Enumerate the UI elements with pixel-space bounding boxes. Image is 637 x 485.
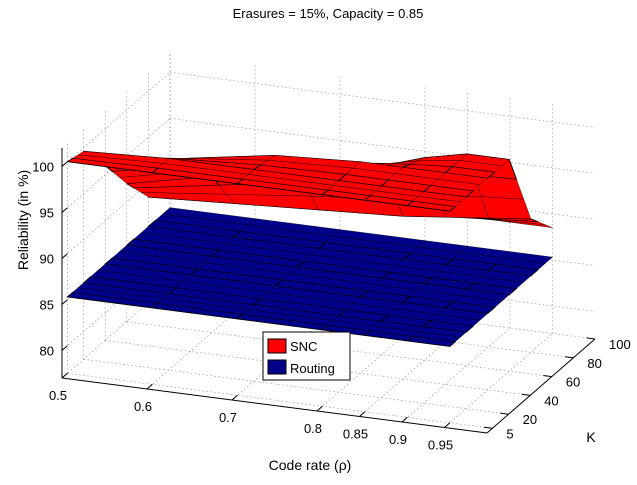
gridline-right-z xyxy=(169,256,596,312)
x-tick-label: 0.7 xyxy=(219,410,237,425)
surface-layer xyxy=(66,150,553,347)
z-tick-mark xyxy=(61,299,68,305)
x-tick-label: 0.85 xyxy=(343,427,368,442)
surface-patch-routing xyxy=(119,245,212,263)
legend: SNC Routing xyxy=(262,331,351,381)
z-tick-mark xyxy=(61,207,68,213)
x-axis-line xyxy=(61,377,488,434)
z-tick-label: 85 xyxy=(40,297,54,312)
legend-swatch-snc xyxy=(267,338,287,354)
chart-title: Erasures = 15%, Capacity = 0.85 xyxy=(233,6,424,21)
y-tick-mark xyxy=(500,412,509,415)
x-tick-mark xyxy=(401,416,408,423)
x-tick-mark xyxy=(444,422,451,428)
gridline-right-z xyxy=(169,72,596,128)
surface-patch-routing xyxy=(97,263,191,282)
z-tick-label: 100 xyxy=(32,159,54,174)
gridline-floor-y xyxy=(105,340,531,396)
y-tick-label: 5 xyxy=(506,426,513,441)
y-tick-label: 20 xyxy=(523,412,537,427)
x-axis-label: Code rate (ρ) xyxy=(269,457,352,473)
x-tick-label: 0.95 xyxy=(428,438,453,453)
legend-swatch-routing xyxy=(267,359,287,375)
y-tick-label: 80 xyxy=(587,356,601,371)
surface-patch-routing xyxy=(141,226,234,244)
z-axis-label: Reliability (in %) xyxy=(15,170,31,270)
z-tick-mark xyxy=(61,253,68,259)
legend-label-routing: Routing xyxy=(290,361,335,376)
z-tick-label: 95 xyxy=(40,205,54,220)
gridline-floor-y xyxy=(126,321,552,377)
surface-routing xyxy=(66,207,553,347)
y-tick-label: 40 xyxy=(544,393,558,408)
x-tick-label: 0.6 xyxy=(134,399,152,414)
y-tick-mark xyxy=(586,337,596,340)
y-tick-mark xyxy=(543,375,552,378)
surface-patch-routing xyxy=(162,207,256,226)
y-tick-mark xyxy=(564,356,574,359)
x-tick-mark xyxy=(146,383,153,390)
surface-snc xyxy=(66,150,553,228)
x-tick-label: 0.5 xyxy=(49,388,67,403)
surface-patch-snc xyxy=(141,192,234,204)
x-tick-mark xyxy=(231,394,238,401)
z-tick-label: 80 xyxy=(40,343,54,358)
gridline-floor-y xyxy=(67,373,493,429)
gridline-back-z xyxy=(61,72,171,167)
x-tick-mark xyxy=(359,411,366,417)
surface-patch-snc xyxy=(481,196,532,220)
surface-patch-snc xyxy=(78,151,169,164)
y-tick-label: 60 xyxy=(566,375,580,390)
tick-layer: 0.5 0.6 0.7 0.8 0.85 0.9 0.95 5 20 40 60 80 100 80 85 9… xyxy=(32,159,630,452)
x-tick-label: 0.8 xyxy=(304,421,322,436)
gridline-floor-y xyxy=(169,283,596,340)
gridline-right-z xyxy=(169,118,596,174)
y-axis-line xyxy=(486,338,596,434)
surface-patch-routing xyxy=(78,282,169,299)
x-tick-mark xyxy=(316,405,323,412)
surface-patch-snc xyxy=(226,194,319,210)
y-tick-mark xyxy=(521,393,531,396)
x-tick-label: 0.9 xyxy=(389,432,407,447)
y-axis-label: K xyxy=(586,429,596,445)
gridline-floor-y xyxy=(83,358,509,415)
y-tick-label: 100 xyxy=(609,337,631,352)
z-tick-label: 90 xyxy=(40,251,54,266)
axis-layer xyxy=(61,148,596,434)
z-tick-mark xyxy=(61,161,68,167)
gridline-floor-y xyxy=(148,302,574,359)
x-tick-mark xyxy=(61,372,68,379)
z-tick-mark xyxy=(61,345,68,351)
legend-label-snc: SNC xyxy=(290,339,317,354)
y-tick-mark xyxy=(483,426,493,429)
